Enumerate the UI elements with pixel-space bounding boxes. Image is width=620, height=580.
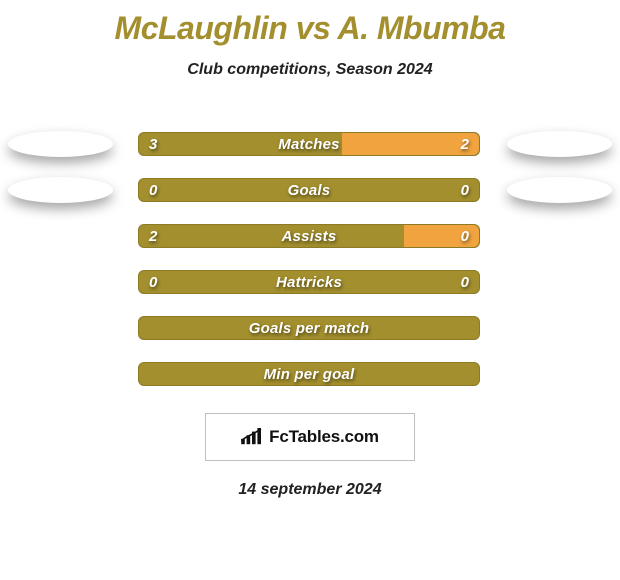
- page-title: McLaughlin vs A. Mbumba: [0, 0, 620, 47]
- stat-row: Matches3 2: [0, 121, 620, 167]
- stat-value-right: 0: [461, 179, 469, 201]
- stat-value-right: 2: [461, 133, 469, 155]
- player-right-oval: [507, 131, 612, 157]
- stat-value-right: 0: [461, 271, 469, 293]
- date-label: 14 september 2024: [0, 481, 620, 499]
- stat-row: Goals0 0: [0, 167, 620, 213]
- stat-bar: Hattricks0 0: [138, 270, 480, 294]
- stat-label: Min per goal: [139, 363, 479, 385]
- stat-label: Goals per match: [139, 317, 479, 339]
- stat-bar: Goals per match: [138, 316, 480, 340]
- stat-bar: Goals0 0: [138, 178, 480, 202]
- player-left-oval: [8, 131, 113, 157]
- stat-bar: Min per goal: [138, 362, 480, 386]
- stat-label: Goals: [139, 179, 479, 201]
- stat-value-right: 0: [461, 225, 469, 247]
- stat-row: Hattricks0 0: [0, 259, 620, 305]
- stat-label: Hattricks: [139, 271, 479, 293]
- stat-bar: Matches3 2: [138, 132, 480, 156]
- fctables-logo-icon: [241, 428, 263, 446]
- brand-label: FcTables.com: [269, 427, 379, 447]
- stat-value-left: 0: [149, 179, 157, 201]
- brand-box[interactable]: FcTables.com: [205, 413, 415, 461]
- stat-value-left: 0: [149, 271, 157, 293]
- player-right-oval: [507, 177, 612, 203]
- subtitle: Club competitions, Season 2024: [0, 61, 620, 79]
- stat-value-left: 3: [149, 133, 157, 155]
- player-left-oval: [8, 177, 113, 203]
- stat-row: Assists2 0: [0, 213, 620, 259]
- stat-row: Goals per match: [0, 305, 620, 351]
- stats-container: Matches32Goals00Assists20Hattricks00Goal…: [0, 121, 620, 397]
- stat-value-left: 2: [149, 225, 157, 247]
- stat-label: Assists: [139, 225, 479, 247]
- stat-bar: Assists2 0: [138, 224, 480, 248]
- stat-label: Matches: [139, 133, 479, 155]
- stat-row: Min per goal: [0, 351, 620, 397]
